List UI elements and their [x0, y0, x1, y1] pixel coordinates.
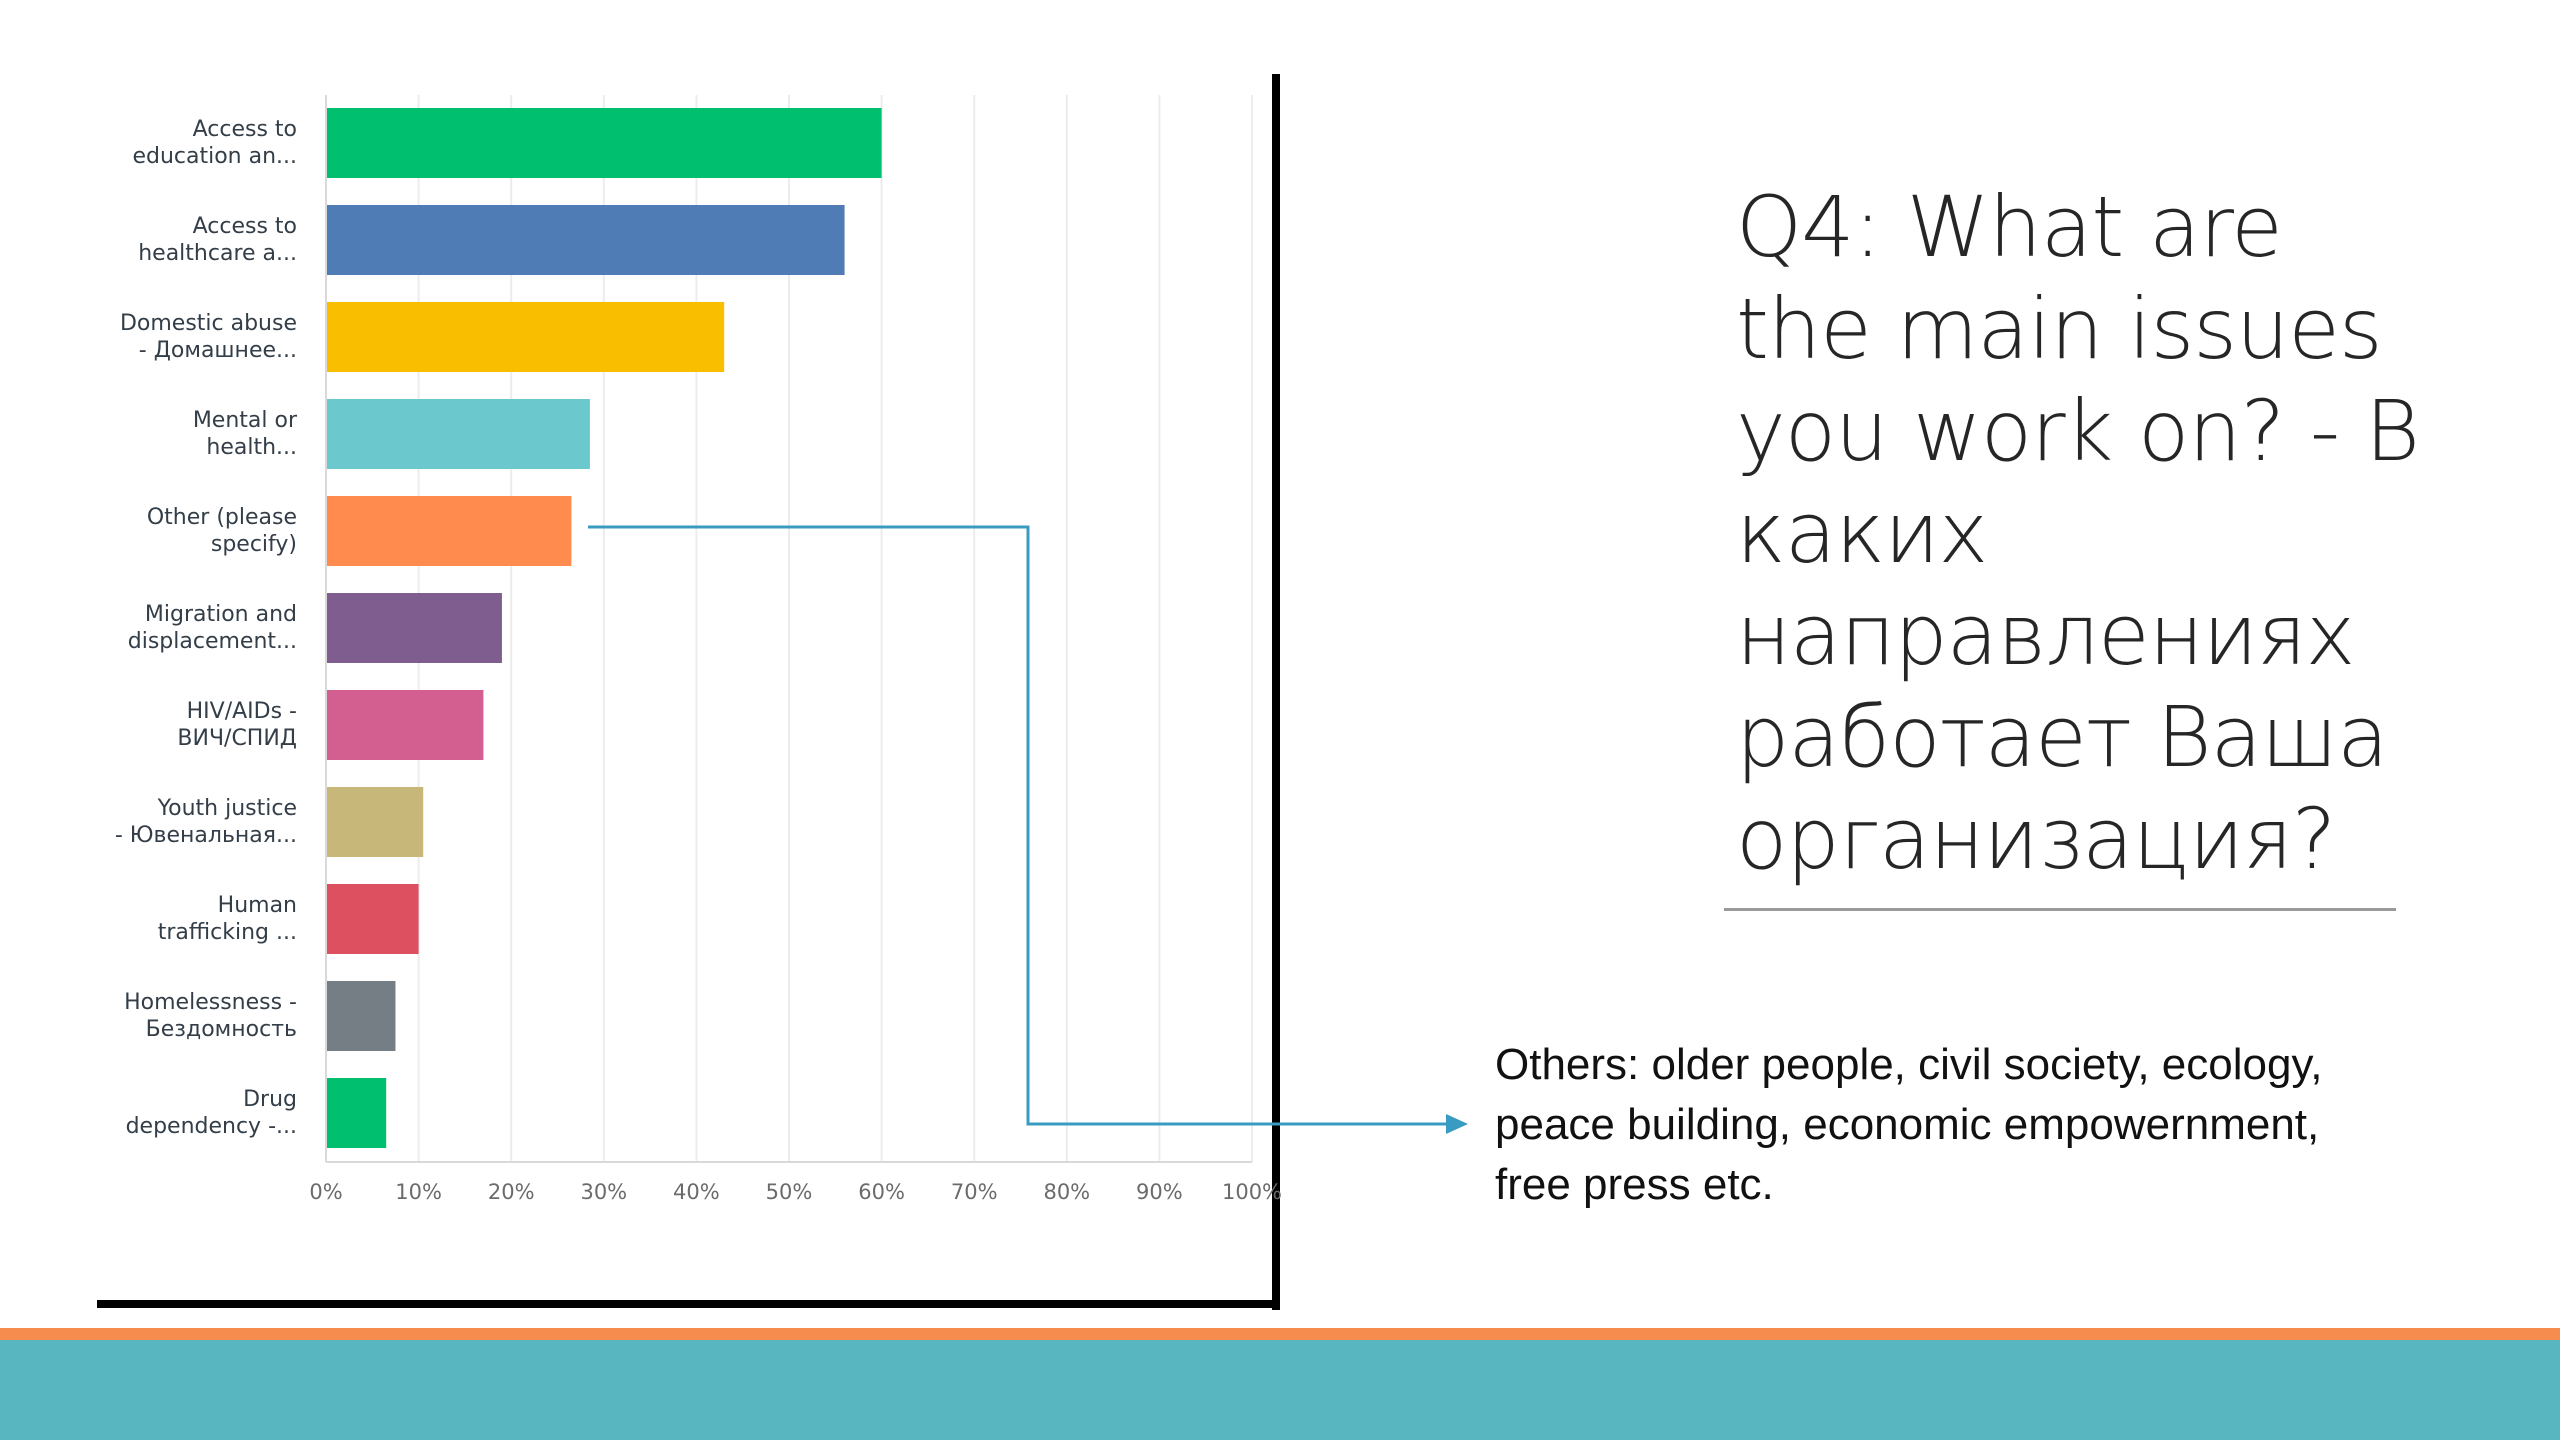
- x-tick-label: 50%: [765, 1180, 813, 1204]
- footer-band: [0, 1340, 2560, 1440]
- category-label-line: Youth justice: [157, 796, 297, 821]
- category-label-line: education an...: [132, 144, 297, 169]
- category-label: Access to education an...: [37, 116, 297, 170]
- category-label-line: - Ювенальная...: [114, 823, 297, 848]
- x-tick-label: 90%: [1136, 1180, 1183, 1204]
- x-tick-label: 70%: [950, 1180, 998, 1204]
- category-label: Other (please specify): [37, 504, 297, 558]
- x-tick-label: 100%: [1221, 1180, 1283, 1204]
- category-label-line: Homelessness -: [124, 990, 297, 1015]
- category-label-line: health...: [206, 435, 297, 460]
- category-label-line: Migration and: [144, 602, 297, 627]
- category-label-line: Бездомность: [145, 1017, 297, 1042]
- x-tick-label: 0%: [309, 1180, 343, 1204]
- x-tick-label: 60%: [858, 1180, 905, 1204]
- bar: [326, 1078, 387, 1148]
- chart-frame-right-border: [1272, 74, 1280, 1310]
- category-label: Drug dependency -...: [37, 1086, 297, 1140]
- category-label-line: healthcare a...: [138, 241, 297, 266]
- x-tick-label: 30%: [580, 1180, 628, 1204]
- bar: [326, 205, 845, 275]
- bar: [326, 496, 572, 566]
- category-label-line: HIV/AIDs -: [186, 699, 297, 724]
- category-label: Domestic abuse - Домашнее...: [37, 310, 297, 364]
- category-label: Youth justice - Ювенальная...: [37, 795, 297, 849]
- bar: [326, 690, 484, 760]
- category-label-line: Drug: [243, 1087, 297, 1112]
- category-label-line: - Домашнее...: [138, 338, 297, 363]
- bar: [326, 108, 882, 178]
- x-tick-label: 80%: [1043, 1180, 1091, 1204]
- x-tick-label: 20%: [487, 1180, 535, 1204]
- category-label-line: Human: [217, 893, 297, 918]
- bar: [326, 593, 502, 663]
- category-label-line: Mental or: [192, 408, 297, 433]
- category-label-line: trafficking ...: [157, 920, 297, 945]
- callout-arrowhead-icon: [1446, 1114, 1468, 1134]
- bar: [326, 787, 424, 857]
- category-label: Human trafficking ...: [37, 892, 297, 946]
- category-label-line: displacement...: [127, 629, 297, 654]
- chart-frame-bottom-border: [97, 1300, 1280, 1308]
- bar: [326, 884, 419, 954]
- category-label-line: specify): [210, 532, 297, 557]
- bar: [326, 302, 725, 372]
- callout-connector-line: [588, 525, 1448, 1126]
- category-label-line: Access to: [192, 214, 297, 239]
- title-underline: [1724, 908, 2396, 911]
- category-label-line: Access to: [192, 117, 297, 142]
- bar: [326, 981, 396, 1051]
- category-label: Homelessness - Бездомность: [37, 989, 297, 1043]
- x-tick-label: 40%: [673, 1180, 720, 1204]
- footer-accent-stripe: [0, 1328, 2560, 1340]
- category-label-line: Other (please: [146, 505, 297, 530]
- category-label: Migration and displacement...: [37, 601, 297, 655]
- category-label-line: dependency -...: [125, 1114, 297, 1139]
- category-label: Mental or health...: [37, 407, 297, 461]
- category-label: HIV/AIDs - ВИЧ/СПИД: [37, 698, 297, 752]
- x-tick-label: 10%: [395, 1180, 442, 1204]
- chart-bars: [326, 108, 882, 1148]
- category-label-line: ВИЧ/СПИД: [177, 726, 297, 751]
- slide-title: Q4: What are the main issues you work on…: [1736, 178, 2420, 888]
- bar: [326, 399, 590, 469]
- category-label: Access to healthcare a...: [37, 213, 297, 267]
- category-label-line: Domestic abuse: [119, 311, 297, 336]
- others-note-text: Others: older people, civil society, eco…: [1495, 1040, 2323, 1209]
